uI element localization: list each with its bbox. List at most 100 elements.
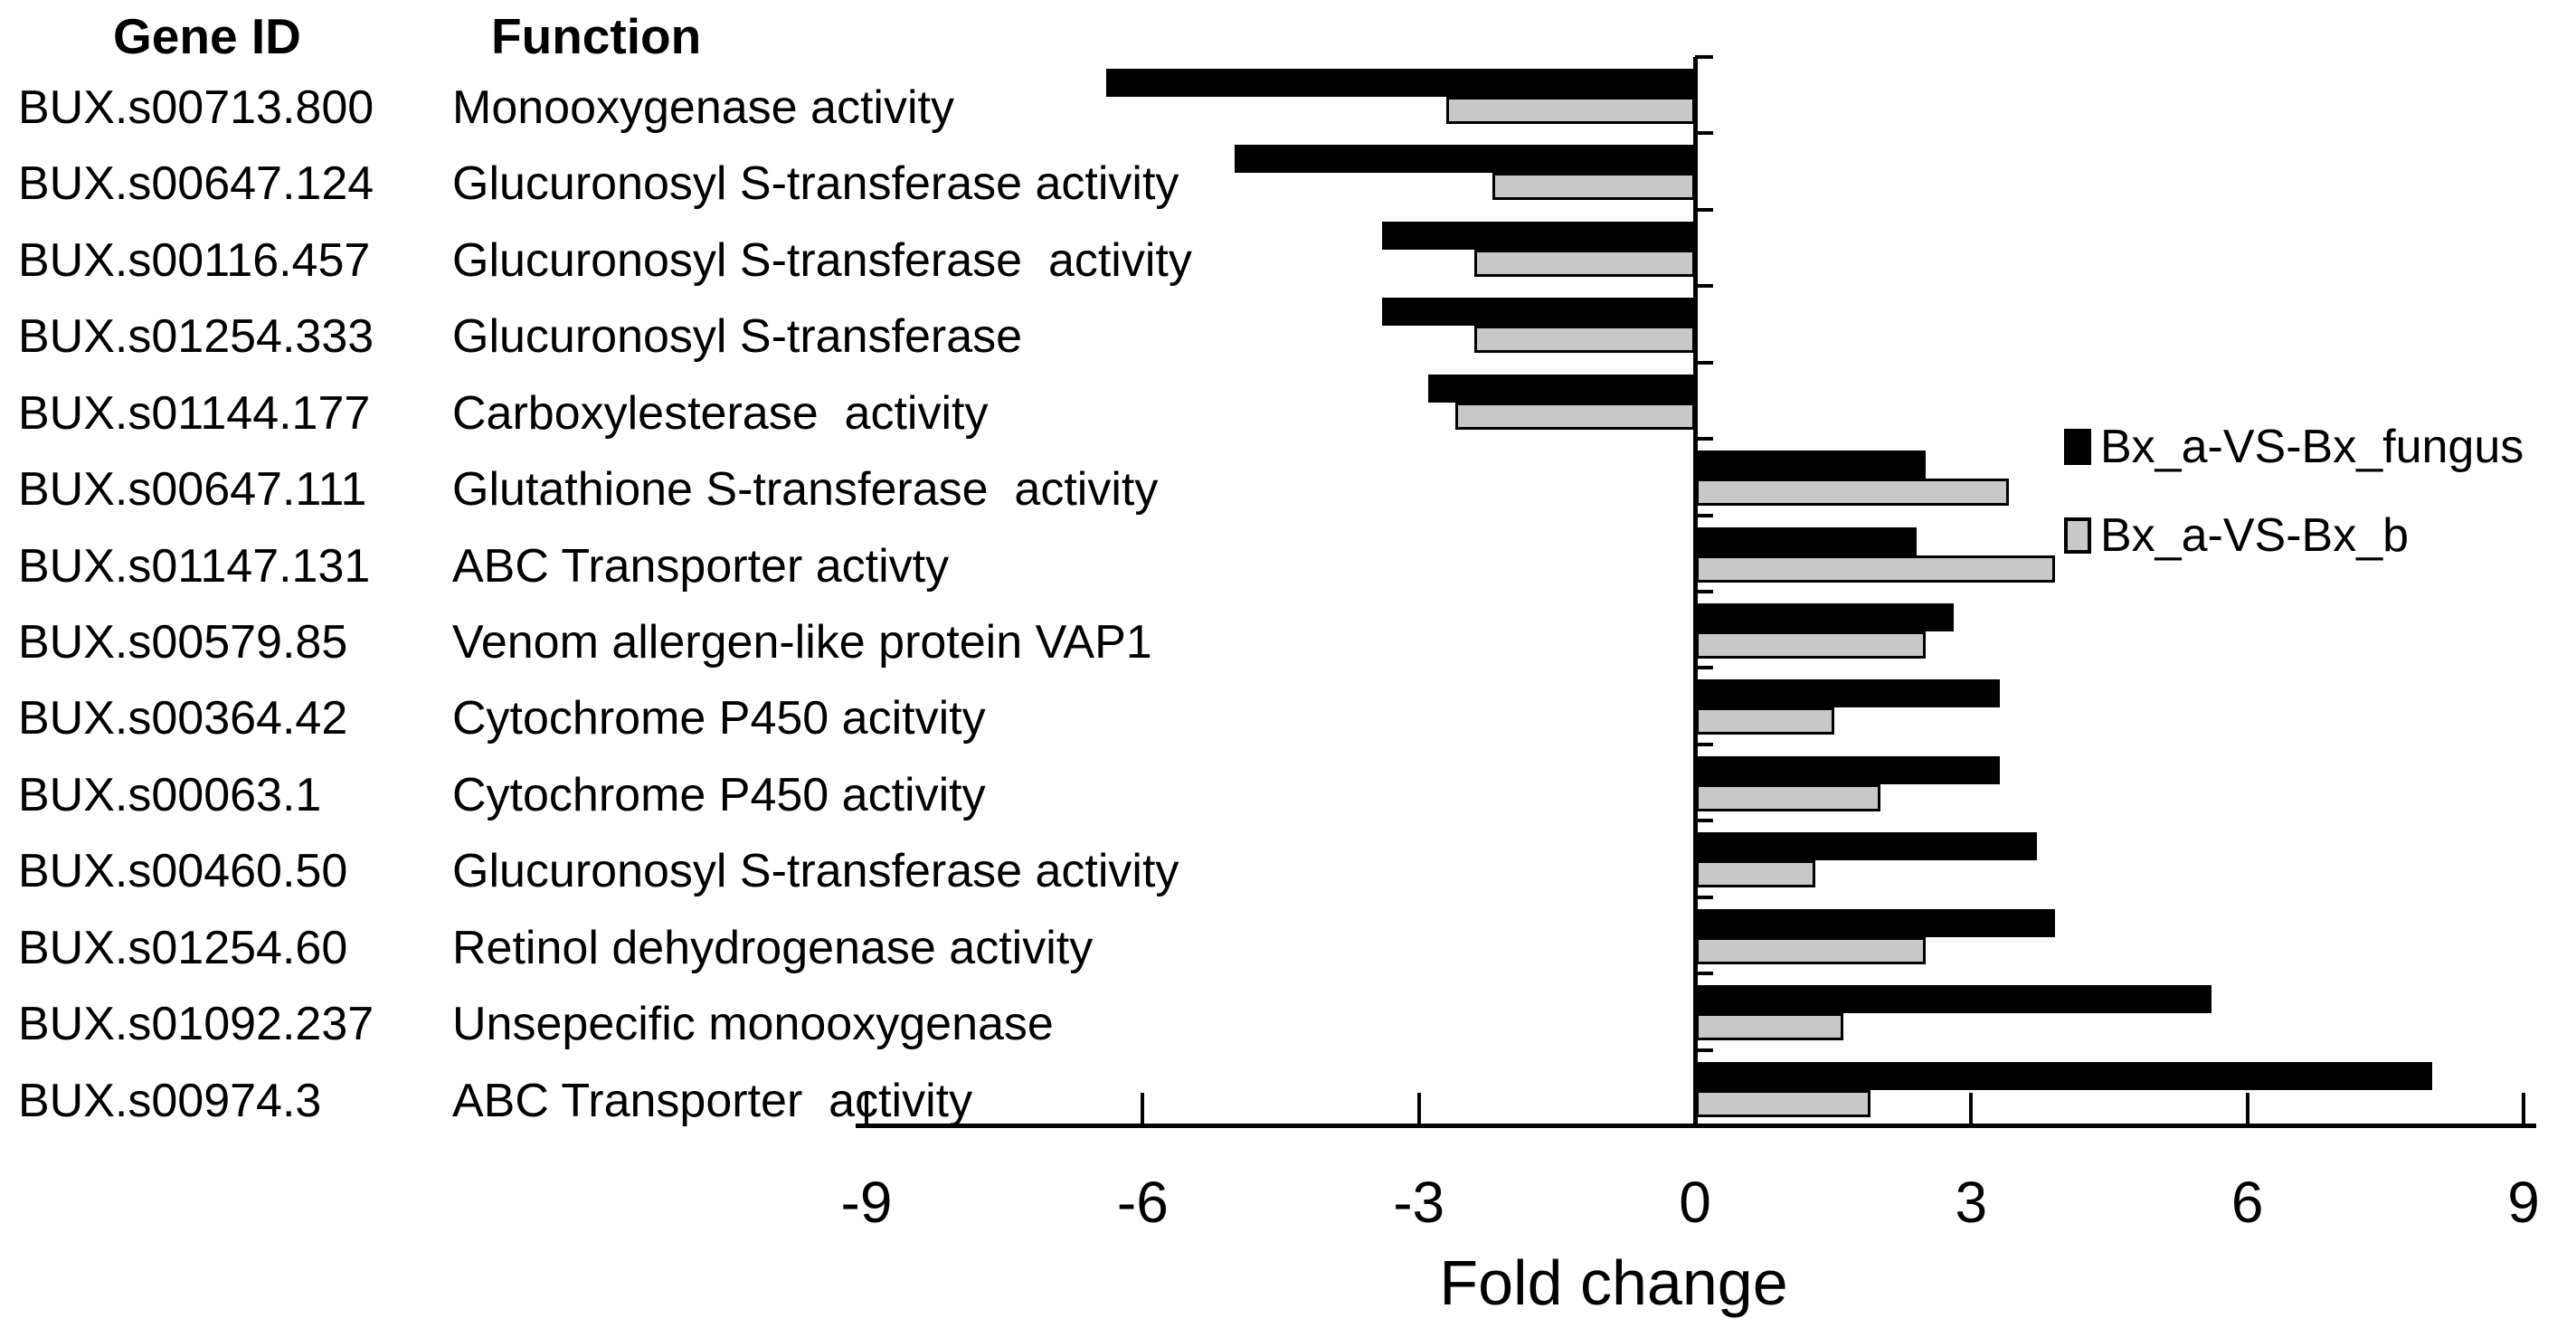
gene-id-cell: BUX.s00713.800 bbox=[18, 81, 374, 134]
x-tick-label: 3 bbox=[1955, 1170, 1988, 1235]
table-row: BUX.s01092.237 Unsepecific monooxygenase bbox=[0, 995, 1312, 1053]
y-axis-category-tick bbox=[1695, 513, 1713, 517]
bar-fungus-BUX.s01254.333 bbox=[1381, 298, 1695, 327]
y-axis-category-tick bbox=[1695, 1048, 1713, 1052]
gene-id-cell: BUX.s01144.177 bbox=[18, 386, 371, 440]
bar-b-BUX.s00460.50 bbox=[1696, 860, 1816, 888]
function-cell: ABC Transporter activity bbox=[452, 1074, 973, 1127]
x-axis-title: Fold change bbox=[1439, 1247, 1788, 1318]
x-axis-tick bbox=[1141, 1093, 1145, 1124]
gene-id-cell: BUX.s00364.42 bbox=[18, 692, 348, 745]
function-cell: Glucuronosyl S-transferase activity bbox=[452, 845, 1179, 898]
bar-fungus-BUX.s00364.42 bbox=[1696, 679, 2000, 708]
gene-id-cell: BUX.s00974.3 bbox=[18, 1074, 322, 1127]
legend-label: Bx_a-VS-Bx_fungus bbox=[2100, 421, 2524, 473]
x-tick-label: 0 bbox=[1679, 1170, 1711, 1235]
legend-item: Bx_a-VS-Bx_b bbox=[2064, 491, 2524, 580]
gene-id-cell: BUX.s00579.85 bbox=[18, 616, 348, 669]
legend-item: Bx_a-VS-Bx_fungus bbox=[2064, 403, 2524, 491]
function-cell: Glutathione S-transferase activity bbox=[452, 463, 1159, 517]
table-row: BUX.s01144.177 Carboxylesterase activity bbox=[0, 384, 1312, 442]
bar-b-BUX.s01254.333 bbox=[1473, 326, 1695, 354]
y-axis-category-tick bbox=[1695, 207, 1713, 212]
bar-b-BUX.s00713.800 bbox=[1446, 97, 1695, 124]
table-row: BUX.s00647.124 Glucuronosyl S-transferase… bbox=[0, 155, 1312, 213]
bar-b-BUX.s00647.124 bbox=[1492, 173, 1695, 201]
y-axis-category-tick bbox=[1695, 590, 1713, 593]
gene-id-cell: BUX.s00116.457 bbox=[18, 233, 371, 287]
bar-b-BUX.s00579.85 bbox=[1696, 631, 1927, 659]
gene-id-cell: BUX.s00647.124 bbox=[18, 157, 374, 211]
bar-fungus-BUX.s00647.124 bbox=[1235, 145, 1695, 174]
gene-id-cell: BUX.s01092.237 bbox=[18, 998, 374, 1051]
legend: Bx_a-VS-Bx_fungus Bx_a-VS-Bx_b bbox=[2064, 403, 2524, 580]
table-row: BUX.s00579.85 Venom allergen-like protein… bbox=[0, 613, 1312, 671]
y-axis-category-tick bbox=[1695, 360, 1713, 365]
bar-fungus-BUX.s01092.237 bbox=[1696, 985, 2211, 1014]
bar-b-BUX.s00063.1 bbox=[1696, 783, 1880, 811]
bar-b-BUX.s00364.42 bbox=[1696, 707, 1834, 735]
x-tick-label: -3 bbox=[1393, 1170, 1445, 1235]
bar-fungus-BUX.s00116.457 bbox=[1381, 221, 1695, 250]
function-cell: Venom allergen-like protein VAP1 bbox=[452, 616, 1152, 669]
bar-b-BUX.s00974.3 bbox=[1696, 1089, 1871, 1117]
y-axis-category-tick bbox=[1695, 972, 1713, 976]
bar-fungus-BUX.s00974.3 bbox=[1696, 1061, 2433, 1090]
bar-fungus-BUX.s00063.1 bbox=[1696, 755, 2000, 784]
table-row: BUX.s00460.50 Glucuronosyl S-transferase … bbox=[0, 842, 1312, 900]
table-row: BUX.s00974.3 ABC Transporter activity bbox=[0, 1072, 1312, 1130]
bar-fungus-BUX.s00647.111 bbox=[1696, 451, 1927, 479]
bar-b-BUX.s00647.111 bbox=[1696, 479, 2010, 507]
gene-id-cell: BUX.s00647.111 bbox=[18, 463, 367, 517]
function-column-header: Function bbox=[491, 8, 702, 64]
bar-fungus-BUX.s01147.131 bbox=[1696, 526, 1918, 555]
x-axis-tick bbox=[2245, 1093, 2249, 1124]
y-axis-category-tick bbox=[1695, 55, 1713, 59]
table-row: BUX.s01254.333 Glucuronosyl S-transferase bbox=[0, 308, 1312, 365]
y-axis-category-tick bbox=[1695, 284, 1713, 289]
x-tick-label: 9 bbox=[2507, 1170, 2540, 1235]
bar-fungus-BUX.s01144.177 bbox=[1427, 374, 1695, 403]
gene-id-cell: BUX.s01254.60 bbox=[18, 921, 348, 974]
function-cell: Monooxygenase activity bbox=[452, 81, 954, 134]
bar-fungus-BUX.s00579.85 bbox=[1696, 603, 1954, 631]
bar-b-BUX.s01092.237 bbox=[1696, 1013, 1843, 1041]
gene-id-cell: BUX.s00460.50 bbox=[18, 845, 348, 898]
table-row: BUX.s01254.60 Retinol dehydrogenase activ… bbox=[0, 919, 1312, 977]
table-row: BUX.s00364.42 Cytochrome P450 acitvity bbox=[0, 689, 1312, 747]
table-row: BUX.s00116.457 Glucuronosyl S-transferase… bbox=[0, 232, 1312, 289]
table-row: BUX.s01147.131 ABC Transporter activty bbox=[0, 537, 1312, 595]
x-axis-tick bbox=[1969, 1093, 1974, 1124]
function-cell: Cytochrome P450 activity bbox=[452, 768, 986, 821]
bar-fungus-BUX.s01254.60 bbox=[1696, 908, 2055, 937]
y-axis-category-tick bbox=[1695, 895, 1713, 899]
y-axis-category-tick bbox=[1695, 437, 1713, 441]
function-cell: Glucuronosyl S-transferase activity bbox=[452, 233, 1192, 287]
y-axis-category-tick bbox=[1695, 742, 1713, 746]
x-axis-tick bbox=[1416, 1093, 1421, 1124]
bar-b-BUX.s01144.177 bbox=[1455, 402, 1695, 430]
table-row: BUX.s00647.111 Glutathione S-transferase … bbox=[0, 460, 1312, 518]
y-axis-category-tick bbox=[1695, 819, 1713, 823]
bar-fungus-BUX.s00713.800 bbox=[1105, 69, 1695, 97]
table-row: BUX.s00713.800 Monooxygenase activity bbox=[0, 79, 1312, 137]
x-tick-label: 6 bbox=[2230, 1170, 2264, 1235]
gene-id-cell: BUX.s01254.333 bbox=[18, 310, 374, 364]
legend-swatch-gray bbox=[2064, 517, 2091, 554]
x-tick-label: -6 bbox=[1116, 1170, 1169, 1235]
y-axis-category-tick bbox=[1695, 131, 1713, 136]
function-cell: Retinol dehydrogenase activity bbox=[452, 921, 1094, 974]
gene-id-cell: BUX.s01147.131 bbox=[18, 539, 371, 593]
bar-b-BUX.s01254.60 bbox=[1696, 936, 1927, 964]
bar-b-BUX.s00116.457 bbox=[1473, 249, 1695, 277]
function-cell: Glucuronosyl S-transferase bbox=[452, 310, 1023, 364]
x-tick-label: -9 bbox=[840, 1170, 893, 1235]
function-cell: Glucuronosyl S-transferase activity bbox=[452, 157, 1179, 211]
gene-id-column-header: Gene ID bbox=[113, 8, 301, 64]
gene-id-cell: BUX.s00063.1 bbox=[18, 768, 322, 821]
y-axis-category-tick bbox=[1695, 666, 1713, 670]
bar-b-BUX.s01147.131 bbox=[1696, 555, 2055, 583]
bar-fungus-BUX.s00460.50 bbox=[1696, 832, 2037, 861]
function-cell: Carboxylesterase activity bbox=[452, 386, 989, 440]
